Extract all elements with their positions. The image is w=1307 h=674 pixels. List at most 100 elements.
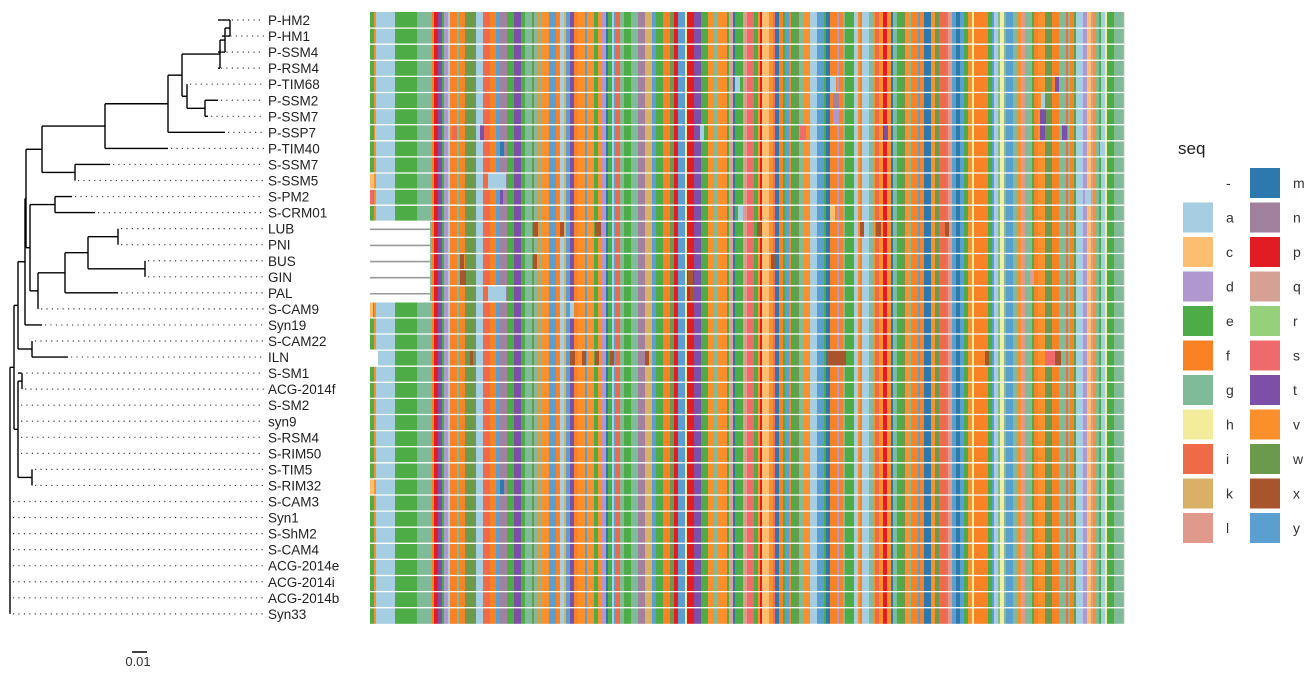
alignment-cell [833,92,839,109]
legend-label: v [1293,417,1300,433]
tip-label: P-SSP7 [268,125,316,140]
alignment-cell [1040,124,1045,141]
alignment-cell [480,124,484,141]
legend-label: n [1293,210,1301,226]
tip-label: P-SSM2 [268,93,318,108]
scale-bar: 0.01 [125,651,151,669]
tip-label: P-RSM4 [268,61,319,76]
tip-label: S-CAM22 [268,334,327,349]
legend-label: a [1226,210,1234,226]
legend-swatch [1250,478,1280,509]
alignment-cell [375,124,379,141]
tip-label: Syn1 [268,511,299,526]
legend-label: y [1293,520,1300,536]
alignment-cell [771,253,775,270]
tip-label: P-SSM4 [268,45,319,60]
legend-swatch [1250,409,1280,440]
legend-swatch [1183,202,1213,233]
tip-label: S-SSM7 [268,157,318,172]
alignment-cell [610,350,614,367]
legend-label: p [1293,244,1301,260]
legend-label: k [1226,486,1234,502]
alignment-cell [700,124,704,141]
legend-label: q [1293,279,1301,295]
alignment-cell [370,478,374,495]
tip-label: LUB [268,222,294,237]
alignment-cell [1100,140,1104,157]
alignment-cell [370,301,373,318]
alignment-cell [370,189,373,206]
legend-swatch [1250,513,1280,543]
alignment-cell [1055,76,1059,93]
tip-label: S-CAM4 [268,543,319,558]
alignment-cell [688,269,693,286]
alignment-gap [370,350,378,367]
tip-label: GIN [268,270,292,285]
tip-label: ILN [268,350,289,365]
alignment-cell [488,173,506,190]
legend: seq - a c d e f g h i k l m n p q r s t v w x y [1178,139,1305,543]
legend-label: m [1293,175,1305,191]
tip-label: S-RIM50 [268,446,321,461]
alignment-cell [738,205,743,222]
tip-label: P-TIM40 [268,141,320,156]
tip-label: S-SM1 [268,366,309,381]
tip-label: syn9 [268,414,297,429]
legend-swatch [1183,409,1213,440]
alignment-cell [370,173,374,190]
alignment-cell [1045,350,1055,367]
legend-label: d [1226,279,1234,295]
legend-swatch [1183,340,1213,371]
alignment-cell [595,221,601,238]
alignment-cell [595,350,599,367]
legend-label: x [1293,486,1300,502]
tip-label: PNI [268,238,291,253]
tip-label: S-SM2 [268,398,309,413]
legend-swatch [1250,237,1280,267]
alignment-cell [500,140,504,157]
legend-swatch [1250,306,1280,336]
legend-label: g [1226,382,1234,398]
legend-label: i [1226,451,1229,467]
legend-label: s [1293,348,1300,364]
alignment-cell [582,350,586,367]
alignment-cell [452,124,457,141]
legend-swatch [1250,444,1280,474]
alignment-cell [460,253,464,270]
alignment-cell [570,350,575,367]
alignment-cell [533,253,537,270]
tip-label: Syn19 [268,318,306,333]
tip-labels: P-HM2P-HM1P-SSM4P-RSM4P-TIM68P-SSM2P-SSM… [268,13,339,622]
legend-label: t [1293,382,1297,398]
sequence-alignment-heatmap [370,12,1125,624]
tip-label: S-CAM3 [268,495,319,510]
alignment-cell [1055,350,1061,367]
alignment-cell [470,350,473,367]
tip-label: BUS [268,254,296,269]
tip-label: ACG-2014i [268,575,335,590]
legend-swatch [1250,271,1280,302]
legend-label: f [1226,348,1230,364]
alignment-cell [860,221,864,238]
legend-label: e [1226,313,1234,329]
alignment-cell [985,350,989,367]
alignment-cell [876,221,881,238]
tip-label: S-CAM9 [268,302,319,317]
scale-bar-label: 0.01 [125,654,150,669]
alignment-cell [645,350,649,367]
alignment-cell [735,76,740,93]
alignment-cell [830,205,835,222]
alignment-cell [757,221,761,238]
tip-label: S-ShM2 [268,527,317,542]
legend-swatch [1183,271,1213,302]
tip-label: PAL [268,286,293,301]
alignment-cell [500,478,504,495]
tip-label: P-SSM7 [268,109,318,124]
tip-label: P-HM1 [268,29,310,44]
alignment-cell [800,124,806,141]
legend-swatch [1183,168,1213,198]
tip-label: S-TIM5 [268,462,312,477]
legend-swatch [1183,237,1213,267]
legend-label: c [1226,244,1233,260]
